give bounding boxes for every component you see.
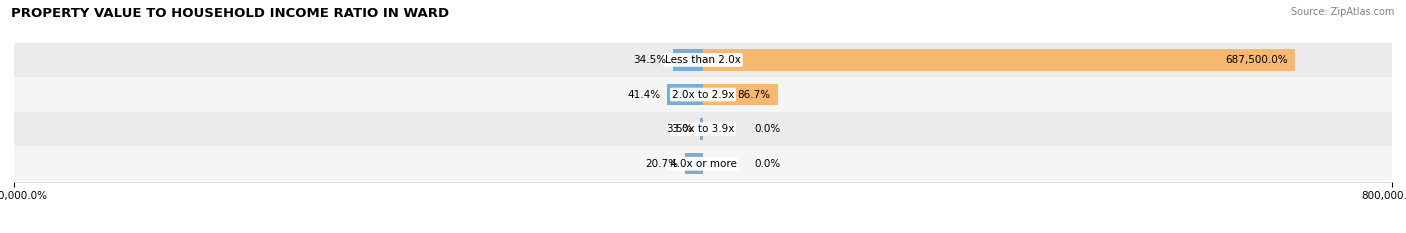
Bar	[14, 43, 1392, 77]
Text: 20.7%: 20.7%	[645, 159, 678, 169]
Text: PROPERTY VALUE TO HOUSEHOLD INCOME RATIO IN WARD: PROPERTY VALUE TO HOUSEHOLD INCOME RATIO…	[11, 7, 450, 20]
Text: 0.0%: 0.0%	[755, 159, 780, 169]
Bar	[703, 84, 778, 105]
Text: 687,500.0%: 687,500.0%	[1226, 55, 1288, 65]
Text: 41.4%: 41.4%	[627, 89, 661, 99]
Bar	[685, 153, 703, 175]
Bar	[673, 49, 703, 71]
Text: Less than 2.0x: Less than 2.0x	[665, 55, 741, 65]
Text: 86.7%: 86.7%	[738, 89, 770, 99]
Bar	[700, 118, 703, 140]
Bar	[14, 147, 1392, 181]
Text: 0.0%: 0.0%	[755, 124, 780, 134]
Bar	[14, 77, 1392, 112]
Bar	[703, 49, 1295, 71]
Text: 3.5%: 3.5%	[666, 124, 693, 134]
Text: 34.5%: 34.5%	[633, 55, 666, 65]
Bar	[14, 112, 1392, 147]
Text: 4.0x or more: 4.0x or more	[669, 159, 737, 169]
Text: 2.0x to 2.9x: 2.0x to 2.9x	[672, 89, 734, 99]
Text: 3.0x to 3.9x: 3.0x to 3.9x	[672, 124, 734, 134]
Bar	[668, 84, 703, 105]
Text: Source: ZipAtlas.com: Source: ZipAtlas.com	[1291, 7, 1395, 17]
